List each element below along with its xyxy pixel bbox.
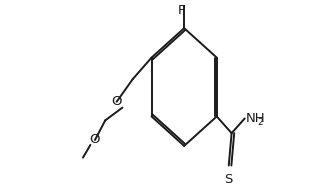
Text: O: O xyxy=(111,95,122,108)
Text: F: F xyxy=(178,4,185,17)
Text: NH: NH xyxy=(246,112,266,125)
Text: O: O xyxy=(90,134,100,146)
Text: 2: 2 xyxy=(258,118,263,127)
Text: S: S xyxy=(225,173,233,186)
